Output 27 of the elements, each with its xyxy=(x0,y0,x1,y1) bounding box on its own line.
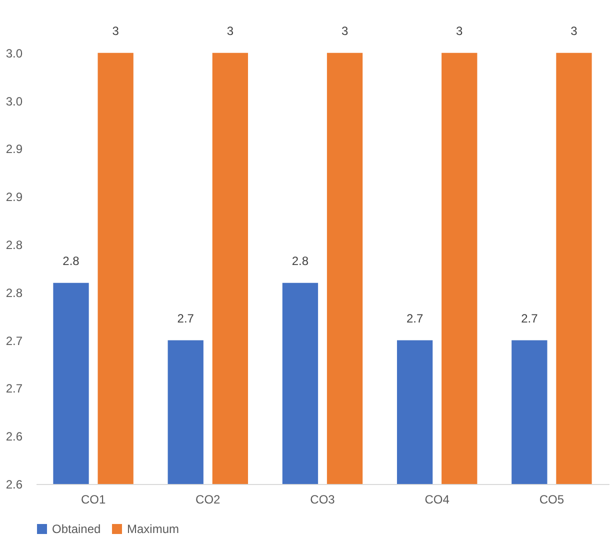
x-tick-label: CO5 xyxy=(539,492,564,506)
y-tick-label: 2.8 xyxy=(6,286,23,300)
data-label: 2.8 xyxy=(292,254,309,268)
x-tick-label: CO3 xyxy=(310,492,336,506)
data-label: 2.7 xyxy=(406,311,424,326)
legend-label: Obtained xyxy=(52,522,101,536)
y-tick-label: 2.8 xyxy=(6,238,23,252)
y-tick-label: 3.0 xyxy=(6,46,23,60)
x-tick-label: CO2 xyxy=(196,492,221,506)
data-label: 2.8 xyxy=(62,254,80,268)
legend-label: Maximum xyxy=(127,522,180,536)
x-tick-label: CO4 xyxy=(424,492,450,506)
data-label: 3 xyxy=(570,24,578,38)
y-tick-label: 2.7 xyxy=(6,334,23,348)
data-label: 3 xyxy=(456,24,464,38)
y-tick-label: 3.0 xyxy=(6,94,23,108)
x-tick-label: CO1 xyxy=(80,492,106,506)
data-label: 2.7 xyxy=(521,311,538,326)
data-label: 3 xyxy=(226,24,234,38)
y-tick-label: 2.7 xyxy=(6,382,23,396)
data-label: 2.7 xyxy=(177,311,194,326)
y-tick-label: 2.9 xyxy=(6,190,23,204)
y-tick-label: 2.6 xyxy=(6,478,23,492)
y-tick-label: 2.6 xyxy=(6,430,23,444)
data-label: 3 xyxy=(341,24,348,38)
y-tick-label: 2.9 xyxy=(6,142,23,156)
data-label: 3 xyxy=(112,24,120,38)
